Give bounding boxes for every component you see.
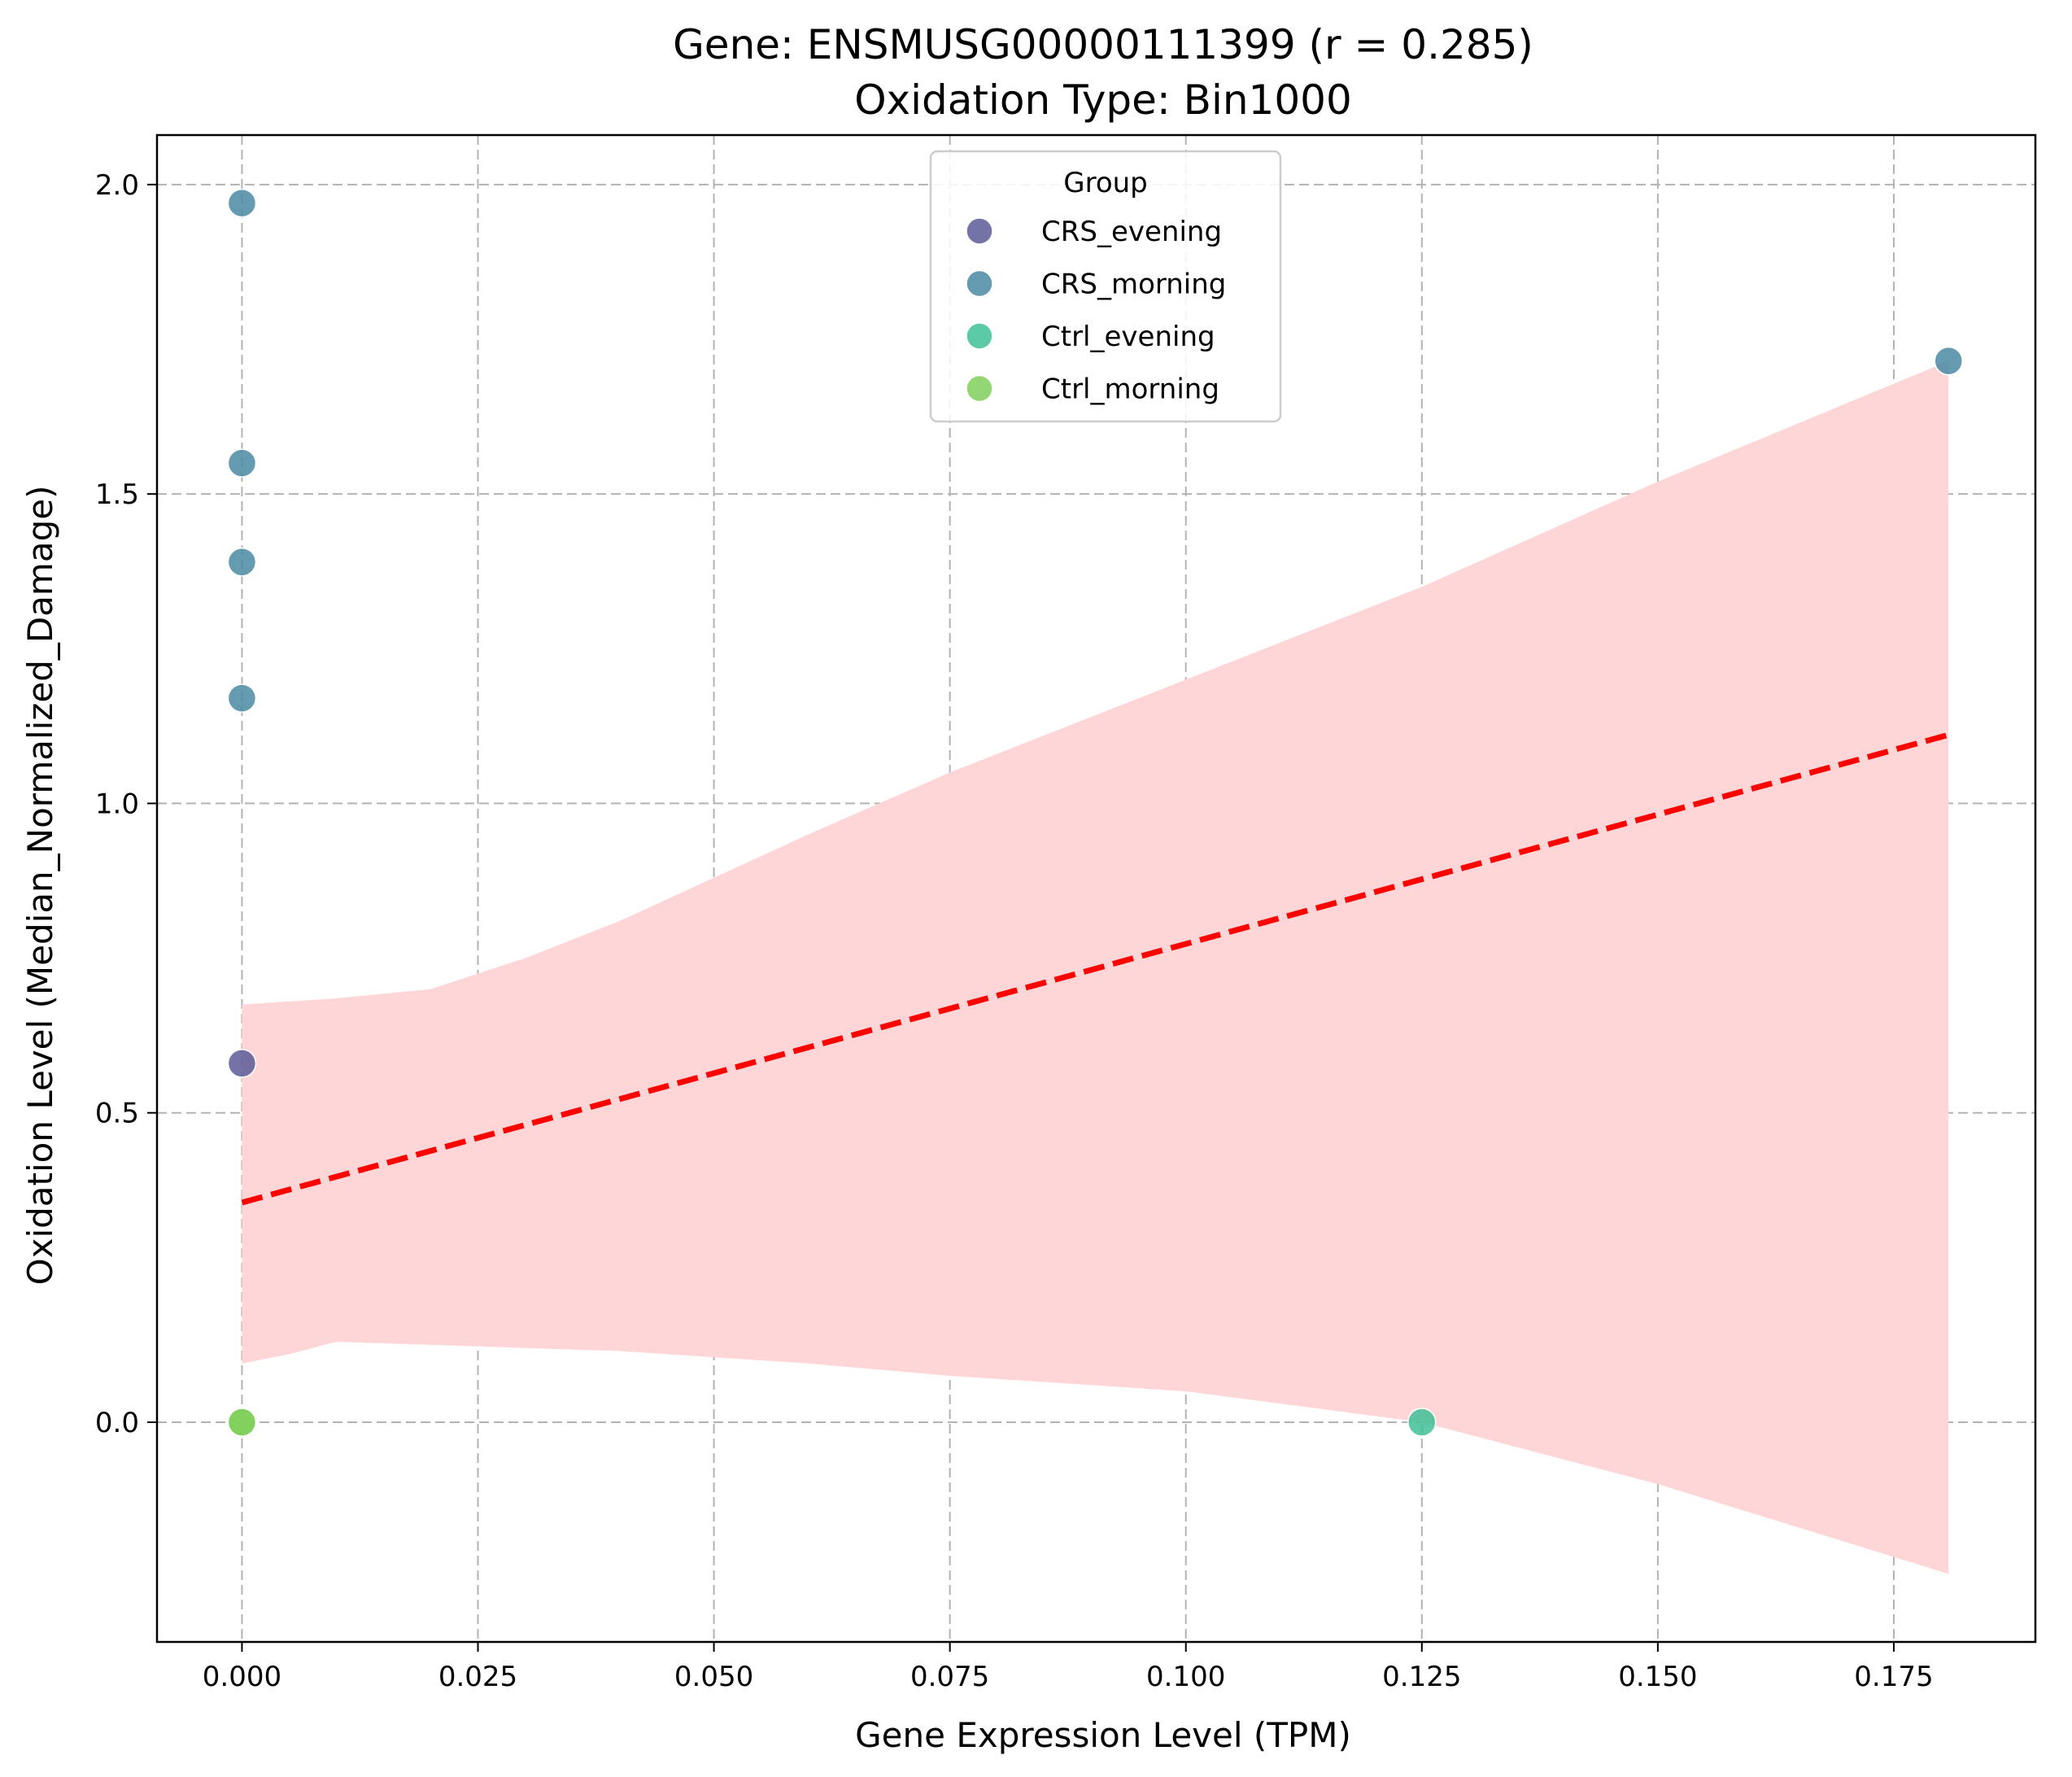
scatter-points <box>227 188 1964 1437</box>
y-tick-label: 1.0 <box>95 788 139 820</box>
y-axis-ticks: 0.0 0.5 1.0 1.5 2.0 <box>95 169 157 1439</box>
data-point-crs-morning <box>1934 346 1964 376</box>
y-tick-label: 0.0 <box>95 1407 139 1439</box>
x-tick-label: 0.150 <box>1618 1661 1697 1693</box>
x-axis-label: Gene Expression Level (TPM) <box>855 1715 1351 1755</box>
regression-line-group <box>241 731 1950 1206</box>
y-tick-label: 2.0 <box>95 169 139 202</box>
x-tick-label: 0.075 <box>910 1661 989 1693</box>
legend-entry: CRS_evening <box>1041 216 1222 248</box>
x-axis-ticks: 0.000 0.025 0.050 0.075 0.100 0.125 0.150 0.175 <box>203 1642 1934 1693</box>
regression-line <box>241 731 1950 1206</box>
chart-title: Gene: ENSMUSG00000111399 (r = 0.285) <box>673 21 1533 68</box>
plot-frame <box>155 133 2037 1644</box>
legend-title: Group <box>1063 167 1148 199</box>
x-tick-label: 0.000 <box>203 1661 281 1693</box>
legend-marker <box>966 269 993 298</box>
data-point-ctrl-morning <box>227 1408 257 1437</box>
legend-entry: Ctrl_morning <box>1041 373 1219 406</box>
legend: Group CRS_evening CRS_morning Ctrl_evening… <box>929 150 1282 423</box>
legend-entry: Ctrl_evening <box>1041 321 1215 353</box>
data-point-crs-morning <box>227 448 257 478</box>
data-point-crs-evening <box>227 1049 257 1078</box>
x-tick-label: 0.125 <box>1382 1661 1461 1693</box>
legend-entry: CRS_morning <box>1041 269 1226 301</box>
legend-marker <box>966 374 993 403</box>
data-point-crs-morning <box>227 683 257 713</box>
data-point-ctrl-evening <box>1407 1408 1437 1437</box>
legend-box <box>929 150 1282 423</box>
x-tick-label: 0.050 <box>674 1661 753 1693</box>
y-tick-label: 0.5 <box>95 1098 139 1130</box>
x-tick-label: 0.100 <box>1146 1661 1225 1693</box>
x-tick-label: 0.175 <box>1854 1661 1933 1693</box>
y-axis-label: Oxidation Level (Median_Normalized_Damag… <box>20 486 60 1286</box>
x-tick-label: 0.025 <box>438 1661 517 1693</box>
y-tick-label: 1.5 <box>95 478 139 511</box>
legend-marker <box>966 322 993 350</box>
chart-subtitle: Oxidation Type: Bin1000 <box>854 76 1352 124</box>
legend-marker <box>966 217 993 245</box>
data-point-crs-morning <box>227 188 257 218</box>
data-point-crs-morning <box>227 548 257 577</box>
